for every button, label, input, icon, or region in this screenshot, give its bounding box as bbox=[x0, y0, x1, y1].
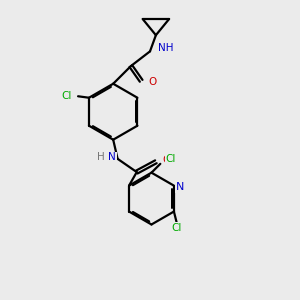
Text: NH: NH bbox=[158, 44, 174, 53]
Text: Cl: Cl bbox=[172, 223, 182, 233]
Text: H: H bbox=[98, 152, 105, 162]
Text: O: O bbox=[162, 155, 171, 165]
Text: Cl: Cl bbox=[166, 154, 176, 164]
Text: O: O bbox=[148, 77, 157, 87]
Text: N: N bbox=[108, 152, 116, 162]
Text: N: N bbox=[176, 182, 184, 192]
Text: Cl: Cl bbox=[61, 91, 71, 101]
